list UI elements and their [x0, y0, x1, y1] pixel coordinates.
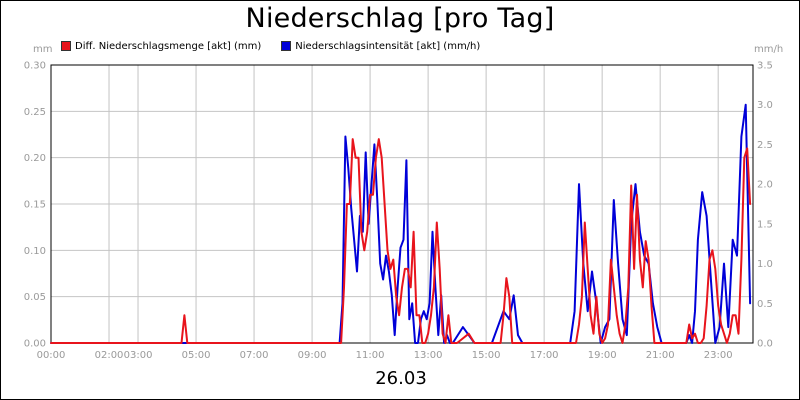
x-tick-label: 21:00: [646, 350, 675, 361]
legend-item-menge: Diff. Niederschlagsmenge [akt] (mm): [61, 41, 261, 52]
legend-label-menge: Diff. Niederschlagsmenge [akt] (mm): [75, 40, 262, 52]
y-left-tick-label: 0.10: [24, 246, 46, 257]
y-left-tick-label: 0.00: [24, 339, 46, 350]
y-right-tick-label: 3.0: [757, 100, 773, 111]
date-label: 26.03: [375, 368, 427, 389]
plot-area-border: [50, 64, 754, 344]
left-axis-unit: mm: [33, 44, 53, 55]
y-left-tick-label: 0.30: [24, 61, 46, 72]
y-right-tick-label: 1.0: [757, 259, 773, 270]
y-left-tick-label: 0.20: [24, 153, 46, 164]
x-tick-label: 19:00: [588, 350, 617, 361]
y-left-tick-label: 0.15: [24, 200, 46, 211]
y-right-tick-label: 2.0: [757, 180, 773, 191]
x-tick-label: 03:00: [124, 350, 153, 361]
y-right-tick-label: 1.5: [757, 219, 773, 230]
chart-title: Niederschlag [pro Tag]: [245, 3, 555, 34]
legend-swatch-red: [61, 41, 71, 51]
y-right-tick-label: 2.5: [757, 140, 773, 151]
x-tick-label: 07:00: [240, 350, 269, 361]
x-tick-label: 05:00: [182, 350, 211, 361]
legend-item-intensitaet: Niederschlagsintensität [akt] (mm/h): [281, 41, 480, 52]
y-left-tick-label: 0.05: [24, 292, 46, 303]
x-tick-label: 00:00: [37, 350, 66, 361]
y-right-tick-label: 0.5: [757, 299, 773, 310]
x-tick-label: 09:00: [298, 350, 327, 361]
right-axis-unit: mm/h: [754, 44, 784, 55]
x-tick-label: 02:00: [95, 350, 124, 361]
legend: Diff. Niederschlagsmenge [akt] (mm) Nied…: [61, 39, 500, 53]
series-line-niederschlagsintensitaet: [50, 103, 752, 344]
x-tick-label: 13:00: [414, 350, 443, 361]
legend-label-intensitaet: Niederschlagsintensität [akt] (mm/h): [295, 40, 481, 52]
y-left-tick-label: 0.25: [24, 107, 46, 118]
x-tick-label: 23:00: [704, 350, 733, 361]
x-tick-label: 15:00: [472, 350, 501, 361]
y-right-tick-label: 0.0: [757, 339, 773, 350]
x-tick-label: 11:00: [356, 350, 385, 361]
y-right-tick-label: 3.5: [757, 61, 773, 72]
legend-swatch-blue: [281, 41, 292, 51]
x-tick-label: 17:00: [530, 350, 559, 361]
series-line-niederschlagsmenge: [50, 138, 752, 344]
